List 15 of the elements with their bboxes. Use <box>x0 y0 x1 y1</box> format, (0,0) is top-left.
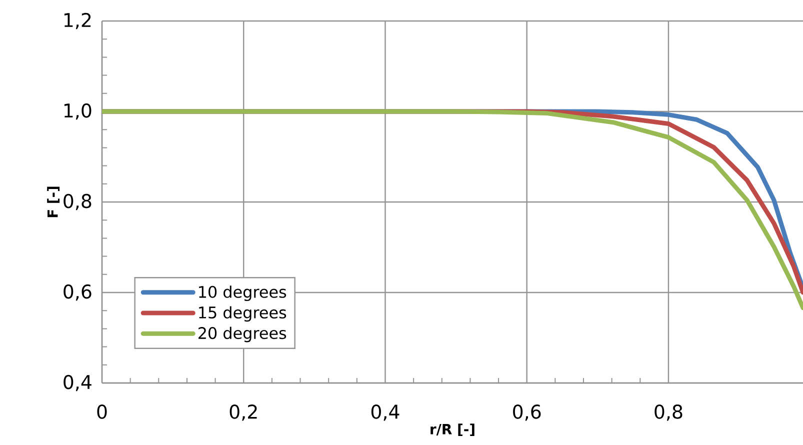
x-tick-label: 0,2 <box>230 404 257 421</box>
x-axis-title: r/R [-] <box>430 424 474 436</box>
y-tick-label: 0,6 <box>64 284 92 301</box>
legend-label: 20 degrees <box>198 326 286 342</box>
y-tick-label: 0,4 <box>64 374 92 392</box>
x-tick-label: 0,8 <box>654 404 682 421</box>
x-tick-label: 0 <box>97 404 107 419</box>
legend-label: 15 degrees <box>199 306 286 322</box>
y-tick-label: 1,2 <box>64 12 91 30</box>
x-tick-label: 0,6 <box>513 404 541 421</box>
x-tick-label: 0,4 <box>371 404 400 421</box>
y-axis-title: F [-] <box>47 186 60 218</box>
y-tick-label: 0,8 <box>64 194 92 210</box>
legend-label: 10 degrees <box>199 286 286 302</box>
y-tick-label: 1,0 <box>64 103 92 120</box>
